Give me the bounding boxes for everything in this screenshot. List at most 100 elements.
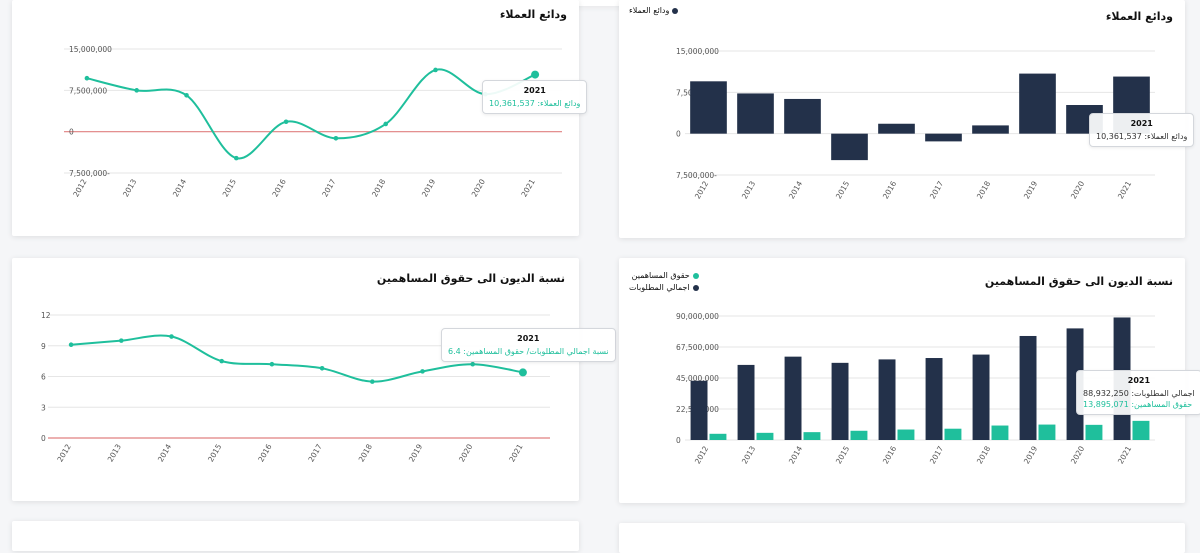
y-tick-label: 15,000,000 [676, 47, 719, 56]
x-tick-label: 2017 [306, 442, 323, 463]
chart-legend: حقوق المساهمين اجمالي المطلوبات [629, 270, 699, 294]
card-partial-left [12, 521, 579, 551]
tooltip-label: نسبة اجمالي المطلوبات/ حقوق المساهمين: [463, 347, 609, 356]
x-tick-label: 2012 [693, 179, 710, 200]
series-line [71, 334, 524, 383]
legend-label: اجمالي المطلوبات [629, 283, 690, 292]
x-tick-label: 2019 [1022, 179, 1039, 200]
bar [925, 358, 943, 440]
y-tick-label: 0 [676, 436, 681, 445]
x-tick-label: 2021 [1116, 444, 1133, 465]
deposits-line-chart: 15,000,000 7,500,000 0 7,500,000-2012 2013 20… [64, 45, 562, 199]
tooltip-year: 2021 [523, 86, 546, 95]
x-tick-label: 2015 [221, 177, 238, 198]
y-tick-label: 0 [41, 434, 46, 443]
data-point [370, 379, 375, 384]
chart-tooltip: 2021 اجمالي المطلوبات: 88,932,250 حقوق ا… [1076, 370, 1200, 415]
bar [803, 432, 821, 440]
x-tick-label: 2015 [206, 442, 223, 463]
data-point [319, 366, 325, 371]
x-tick-label: 2013 [740, 179, 757, 200]
card-title: نسبة الديون الى حقوق المساهمين [376, 272, 565, 285]
bar [1038, 424, 1056, 440]
data-point [531, 70, 540, 79]
chart-tooltip: 2021 نسبة اجمالي المطلوبات/ حقوق المساهم… [441, 328, 616, 362]
y-tick-label: 12 [41, 311, 51, 320]
tooltip-row: ودائع العملاء: 10,361,537 [1096, 132, 1187, 141]
tooltip-row: حقوق المساهمين: 13,895,071 [1083, 400, 1195, 409]
bar [784, 98, 821, 134]
data-point [119, 338, 124, 343]
tooltip-row: اجمالي المطلوبات: 88,932,250 [1083, 389, 1195, 398]
data-point [184, 92, 189, 98]
legend-item[interactable]: حقوق المساهمين [629, 270, 699, 282]
legend-dot-icon [692, 284, 699, 291]
tooltip-value: 13,895,071 [1083, 400, 1129, 409]
tooltip-year: 2021 [1127, 376, 1151, 385]
series-line [86, 68, 536, 160]
data-point [68, 342, 74, 348]
x-tick-label: 2015 [834, 444, 851, 465]
legend-label: ودائع العملاء [629, 6, 670, 15]
x-tick-label: 2021 [519, 177, 536, 198]
data-point [219, 358, 224, 364]
chart-tooltip: 2021 ودائع العملاء: 10,361,537 [482, 80, 588, 114]
bar [1085, 424, 1103, 440]
ratio-line-chart: 12 9 6 3 0 2012 2013 2014 2015 2016 2017 2018 2019 20… [41, 311, 550, 464]
y-tick-label: 7,500,000- [69, 169, 110, 178]
bar [831, 133, 868, 161]
y-tick-label: 90,000,000 [676, 312, 719, 321]
data-point [383, 121, 389, 127]
data-point [433, 67, 438, 73]
bar [897, 429, 915, 440]
tooltip-label: ودائع العملاء: [537, 99, 581, 108]
legend-item[interactable]: ودائع العملاء [629, 5, 679, 17]
legend-label: حقوق المساهمين [631, 271, 690, 280]
x-tick-label: 2020 [1069, 179, 1086, 200]
bar [784, 356, 802, 440]
bar [878, 359, 896, 440]
tooltip-label: حقوق المساهمين: [1131, 400, 1193, 409]
x-tick-label: 2017 [928, 179, 945, 200]
x-tick-label: 2014 [787, 179, 804, 200]
tooltip-value: 6.4 [448, 347, 461, 356]
card-deposits-line: ودائع العملاء 15,000,000 7,500,000 0 7,500,… [12, 0, 588, 236]
data-point [134, 88, 139, 93]
data-point [84, 75, 90, 81]
y-tick-label: 67,500,000 [676, 343, 719, 352]
x-tick-label: 2017 [320, 177, 337, 198]
x-tick-label: 2019 [1022, 444, 1039, 465]
x-tick-label: 2019 [407, 442, 424, 463]
x-tick-label: 2016 [881, 444, 898, 465]
bar [1132, 420, 1150, 440]
tooltip-row: نسبة اجمالي المطلوبات/ حقوق المساهمين: 6… [448, 347, 609, 356]
tooltip-value: 88,932,250 [1083, 389, 1129, 398]
y-tick-label: 3 [41, 403, 46, 412]
card-partial-right [619, 523, 1185, 553]
bar [972, 125, 1009, 134]
data-point [283, 119, 289, 125]
x-tick-label: 2014 [787, 444, 804, 465]
legend-item[interactable]: اجمالي المطلوبات [629, 282, 699, 294]
x-tick-label: 2019 [420, 177, 437, 198]
bar [991, 425, 1009, 440]
x-tick-label: 2016 [270, 177, 287, 198]
x-tick-label: 2018 [370, 177, 387, 198]
chart-legend: ودائع العملاء [629, 5, 679, 17]
y-tick-label: 7,500,000- [676, 171, 717, 180]
bar [690, 81, 727, 134]
card-title: ودائع العملاء [499, 8, 567, 21]
data-point [518, 368, 527, 377]
data-point [420, 369, 425, 374]
bar [850, 430, 868, 440]
tooltip-year: 2021 [1130, 119, 1153, 128]
card-title: ودائع العملاء [1105, 10, 1173, 23]
bar [1019, 335, 1037, 440]
x-tick-label: 2018 [975, 179, 992, 200]
bar [737, 93, 774, 134]
data-point [234, 155, 239, 161]
x-tick-label: 2012 [55, 442, 72, 463]
legend-dot-icon [692, 272, 699, 279]
y-tick-label: 6 [41, 373, 46, 382]
x-tick-label: 2020 [1069, 444, 1086, 465]
